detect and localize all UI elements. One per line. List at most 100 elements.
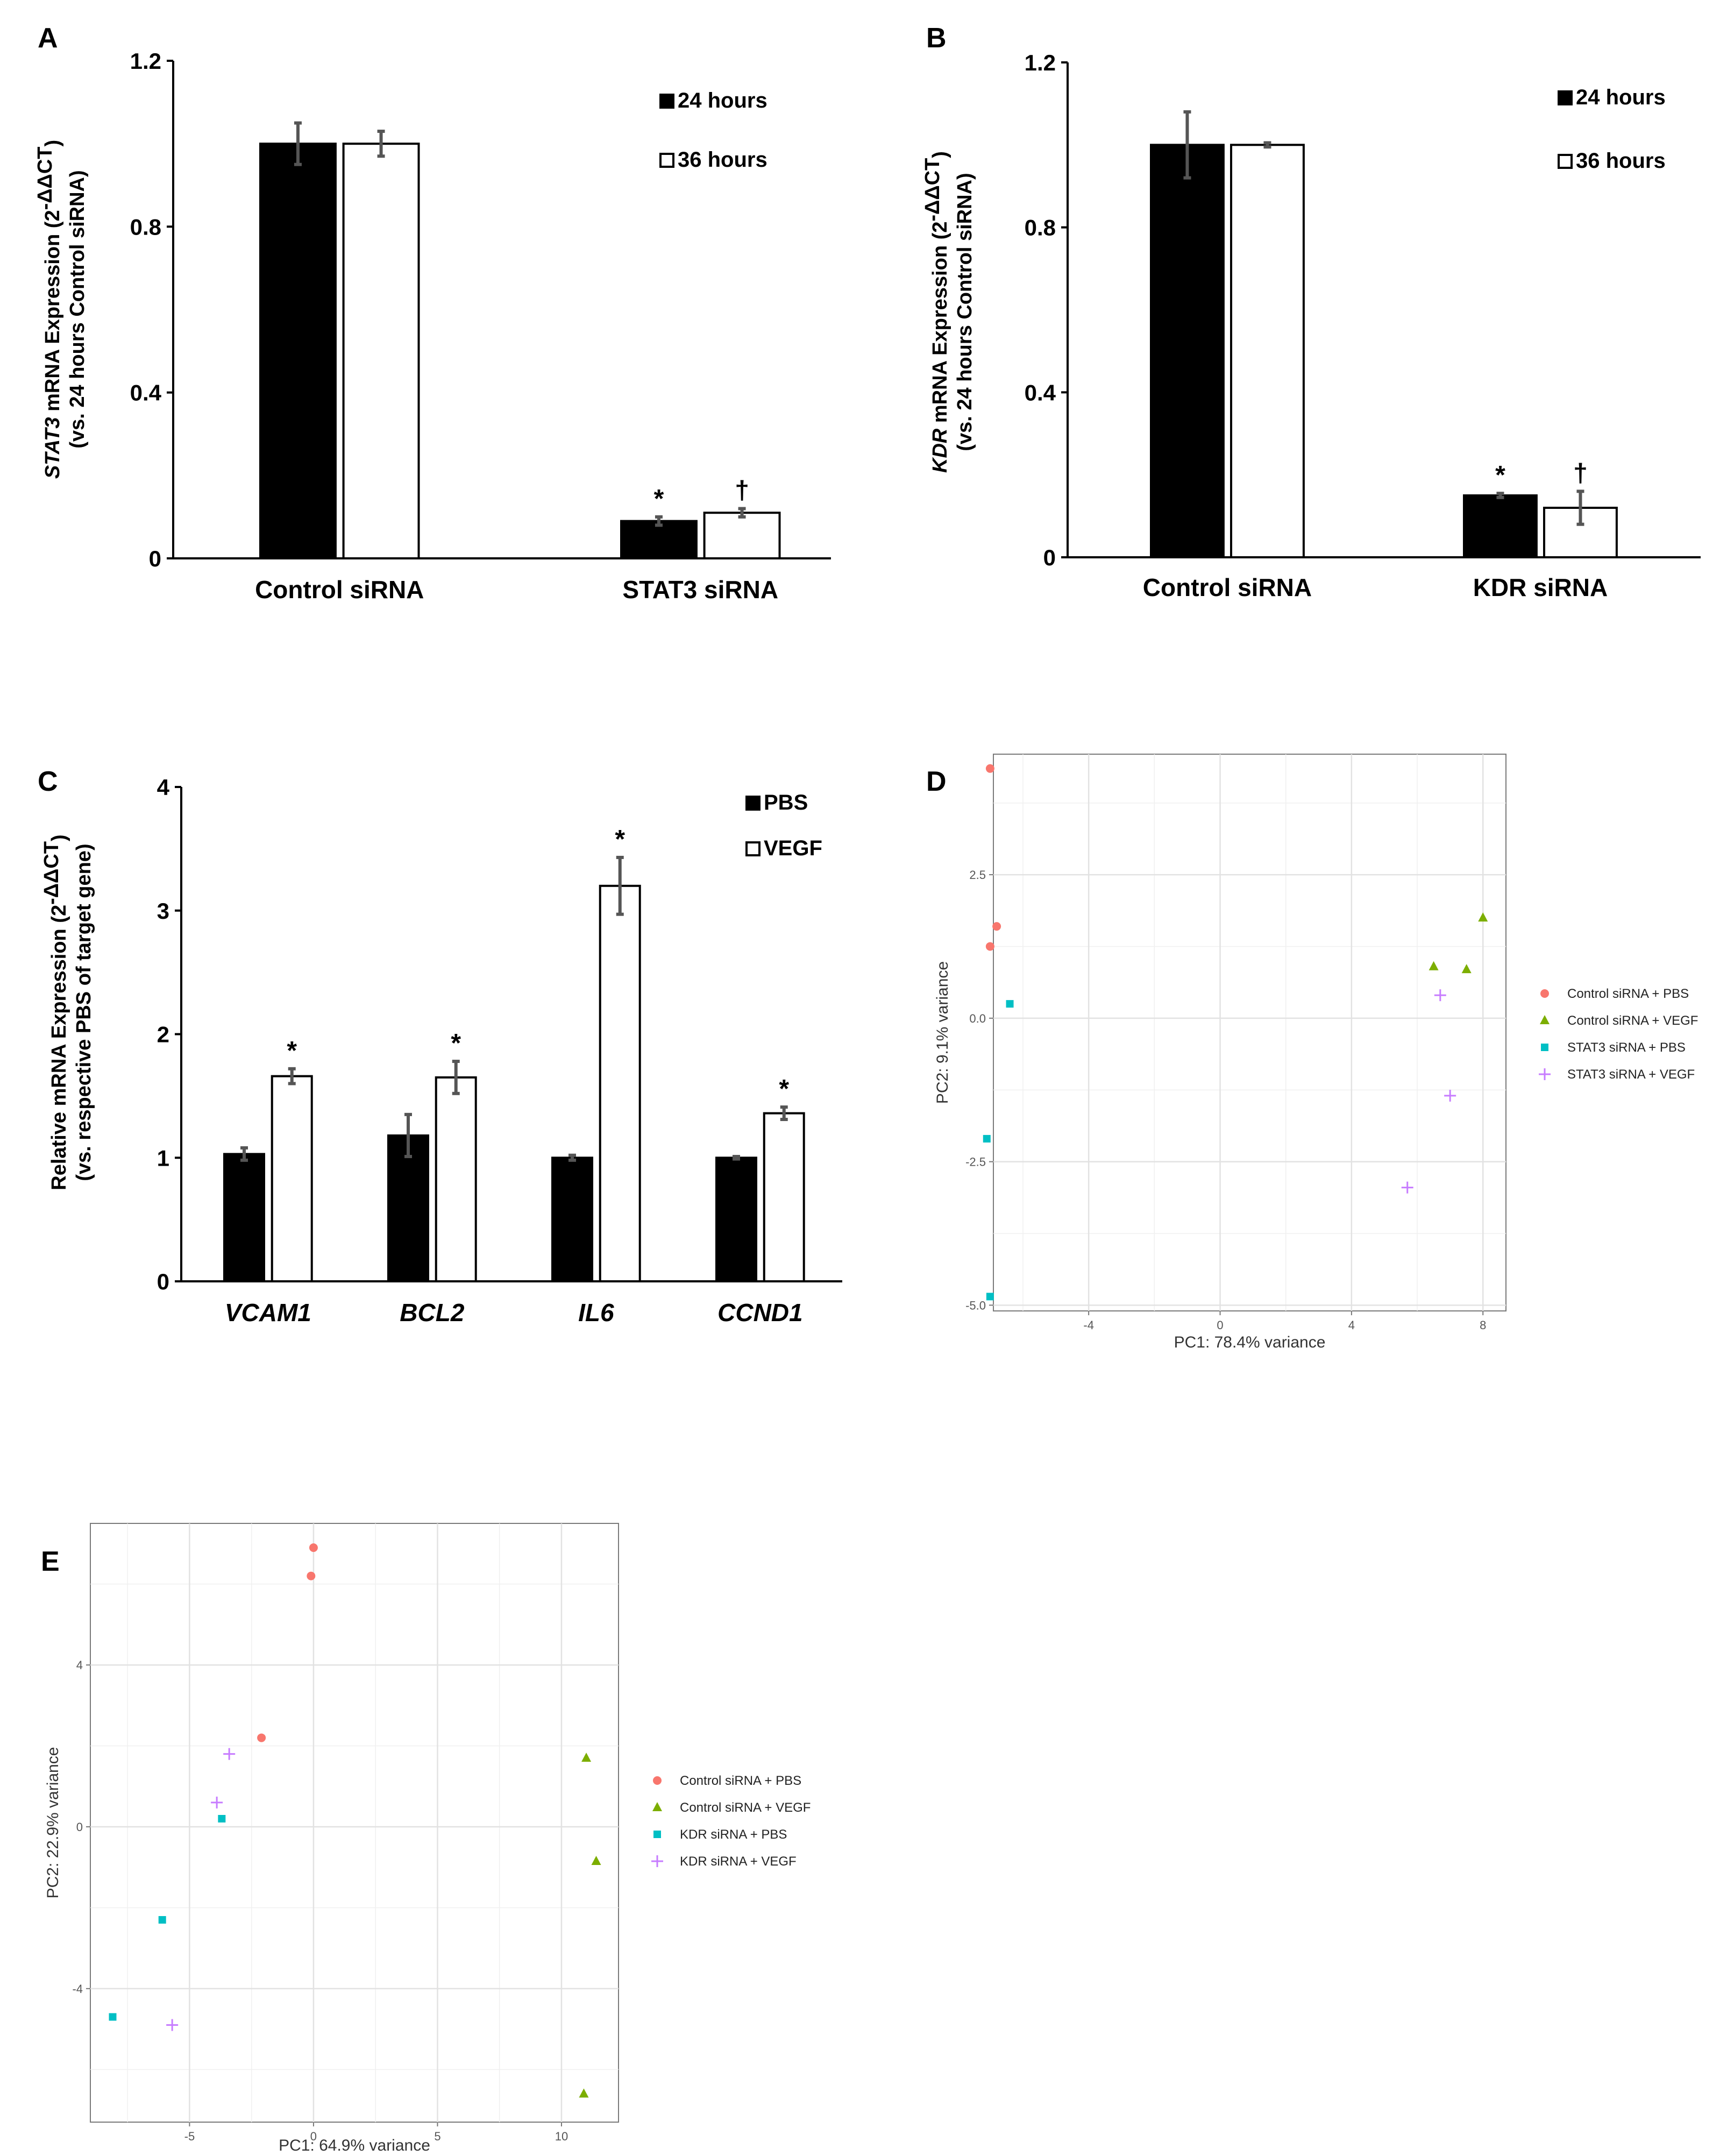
category-label: VCAM1 xyxy=(225,1299,311,1327)
bar-pbs xyxy=(551,1157,593,1282)
y-axis-title-text: mRNA Expression (2 xyxy=(929,222,951,429)
significance-mark: * xyxy=(654,485,664,513)
legend-key-square xyxy=(1541,1044,1548,1051)
data-point-plus xyxy=(223,1748,236,1760)
y-axis-title: PC2: 9.1% variance xyxy=(934,961,951,1104)
legend-key-circle xyxy=(1540,989,1549,998)
data-point-circle xyxy=(985,764,994,773)
bar-24-hours xyxy=(1463,494,1538,558)
panel-c-bar-chart: 0 1 2 3 4 * VCAM1 * BCL2 * IL6 * CCND1 PBS VEGF Relativ… xyxy=(40,775,842,1327)
data-point-plus xyxy=(1444,1089,1456,1102)
y-axis-title-text: mRNA Expression (2 xyxy=(41,210,64,417)
bar-24-hours xyxy=(620,520,698,559)
y-axis-title-line2: (vs. 24 hours Control siRNA) xyxy=(954,173,976,451)
y-axis-title: Relative mRNA Expression (2-ΔΔCT) xyxy=(40,834,70,1190)
bar-36-hours xyxy=(1543,507,1618,558)
bar-36-hours xyxy=(1230,144,1305,559)
legend-key-square xyxy=(653,1831,661,1838)
legend-label: 24 hours xyxy=(678,89,767,112)
legend-swatch xyxy=(659,153,674,168)
category-label: Control siRNA xyxy=(1143,573,1312,601)
data-point-plus xyxy=(211,1796,223,1809)
bar-36-hours xyxy=(703,512,781,559)
y-axis-title-line2: (vs. respective PBS of target gene) xyxy=(73,843,95,1181)
category-label: STAT3 siRNA xyxy=(622,576,778,604)
legend-label: 36 hours xyxy=(678,148,767,172)
y-tick-label: 0.4 xyxy=(130,380,162,406)
data-point-square xyxy=(109,2013,117,2021)
category-label: BCL2 xyxy=(400,1299,465,1327)
y-tick-label: 0.8 xyxy=(130,214,161,239)
bar-vegf xyxy=(435,1076,477,1282)
y-tick-label: 1 xyxy=(157,1145,169,1171)
y-tick-label: -5.0 xyxy=(965,1299,986,1312)
data-point-circle xyxy=(992,922,1001,931)
data-point-square xyxy=(158,1916,166,1924)
y-axis-title-line2: (vs. 24 hours Control siRNA) xyxy=(66,170,89,448)
data-point-triangle xyxy=(1429,961,1439,970)
y-axis-title-text: Relative mRNA Expression (2 xyxy=(48,905,70,1190)
legend-key-plus xyxy=(1539,1068,1551,1080)
data-point-square xyxy=(986,1293,994,1301)
y-tick-label: -4 xyxy=(72,1982,83,1996)
legend-swatch xyxy=(1558,154,1573,169)
category-label: IL6 xyxy=(578,1299,614,1327)
panel-label-d: D xyxy=(926,766,947,797)
panel-e-pca-scatter: -5 0 5 10 -4 0 4 Control siRNA + PBS Control siR… xyxy=(44,1523,811,2154)
legend-swatch xyxy=(745,796,761,811)
panel-a-bar-chart: 0 0.4 0.8 1.2 Control siRNA * † STAT3 siRNA 24 h… xyxy=(34,48,831,604)
panel-label-e: E xyxy=(41,1546,60,1577)
y-tick-label: 0.4 xyxy=(1025,380,1056,405)
x-tick-label: 10 xyxy=(555,2130,568,2143)
y-axis-title: STAT3 mRNA Expression (2-ΔΔCT) xyxy=(34,140,64,479)
y-tick-label: 2 xyxy=(157,1022,169,1047)
legend-swatch xyxy=(659,94,674,109)
legend-label: STAT3 siRNA + VEGF xyxy=(1567,1067,1695,1082)
y-axis-title-close: ) xyxy=(41,140,64,147)
data-point-triangle xyxy=(1461,964,1472,974)
data-point-triangle xyxy=(591,1855,601,1865)
significance-mark: † xyxy=(735,477,749,505)
y-tick-label: 0.0 xyxy=(969,1012,986,1025)
x-tick-label: 5 xyxy=(434,2130,440,2143)
significance-mark: † xyxy=(1573,459,1588,487)
y-tick-label: 0 xyxy=(76,1820,83,1834)
legend-label: Control siRNA + VEGF xyxy=(680,1800,811,1815)
significance-mark: * xyxy=(779,1075,789,1103)
category-label: CCND1 xyxy=(717,1299,802,1327)
data-point-plus xyxy=(1434,989,1446,1002)
legend-label: 24 hours xyxy=(1576,86,1666,109)
y-axis-title-superscript: -ΔΔCT xyxy=(40,841,63,905)
category-label: Control siRNA xyxy=(255,576,424,604)
bar-pbs xyxy=(387,1134,429,1283)
data-point-square xyxy=(983,1134,991,1143)
data-point-circle xyxy=(309,1543,318,1552)
bar-vegf xyxy=(271,1075,313,1282)
y-axis-title-gene: STAT3 xyxy=(41,417,64,479)
x-axis-title: PC1: 78.4% variance xyxy=(1174,1334,1326,1351)
legend-label: VEGF xyxy=(764,836,822,860)
bar-pbs xyxy=(223,1153,265,1282)
legend-label: KDR siRNA + PBS xyxy=(680,1827,787,1842)
y-tick-label: 2.5 xyxy=(969,868,986,882)
bar-36-hours xyxy=(342,143,420,559)
legend-key-triangle xyxy=(1540,1015,1550,1024)
significance-mark: * xyxy=(615,825,625,854)
y-axis-title: KDR mRNA Expression (2-ΔΔCT) xyxy=(921,151,951,473)
significance-mark: * xyxy=(1495,461,1505,490)
legend-swatch xyxy=(745,841,761,856)
y-tick-label: 0 xyxy=(1043,545,1056,570)
significance-mark: * xyxy=(287,1037,297,1065)
x-tick-label: -4 xyxy=(1083,1318,1094,1332)
x-tick-label: 8 xyxy=(1480,1318,1486,1332)
x-tick-label: 0 xyxy=(1217,1318,1223,1332)
bar-vegf xyxy=(599,884,641,1283)
y-axis-title-gene: KDR xyxy=(929,428,951,473)
category-label: KDR siRNA xyxy=(1473,573,1608,601)
bar-24-hours xyxy=(1150,144,1225,559)
data-point-circle xyxy=(307,1571,316,1580)
y-tick-label: 1.2 xyxy=(130,48,161,74)
legend-label: Control siRNA + PBS xyxy=(680,1774,801,1788)
panel-label-c: C xyxy=(38,766,58,797)
